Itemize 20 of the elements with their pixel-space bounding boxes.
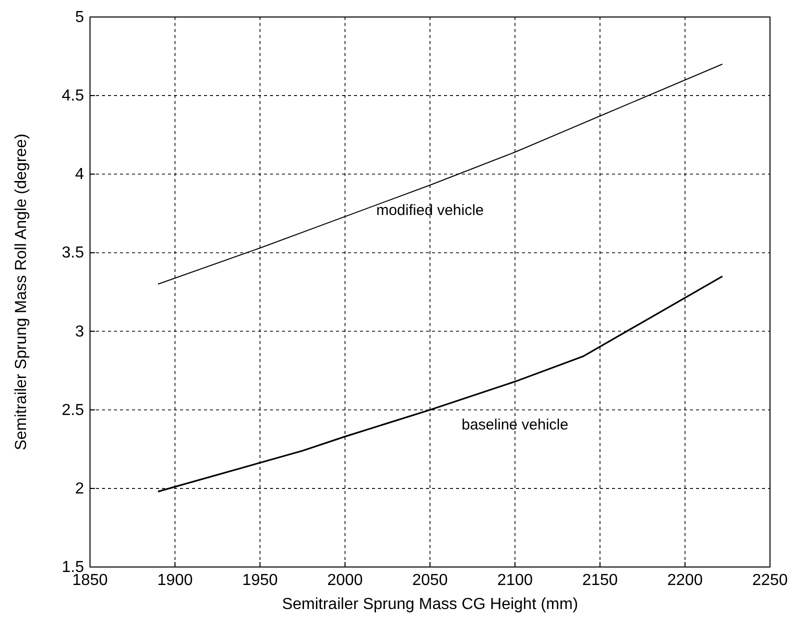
y-tick-label: 2 bbox=[75, 480, 84, 498]
x-tick-label: 2250 bbox=[752, 572, 788, 589]
y-tick-label: 3 bbox=[75, 323, 84, 340]
series-label: baseline vehicle bbox=[462, 416, 568, 434]
x-tick-label: 2100 bbox=[497, 572, 533, 589]
x-tick-label: 1950 bbox=[242, 572, 278, 589]
y-tick-label: 5 bbox=[75, 9, 84, 26]
x-tick-label: 1850 bbox=[72, 572, 108, 589]
series-label: modified vehicle bbox=[376, 202, 484, 220]
x-tick-label: 2200 bbox=[667, 572, 703, 589]
y-tick-label: 4 bbox=[75, 166, 84, 184]
y-axis-title: Semitrailer Sprung Mass Roll Angle (degree) bbox=[13, 134, 30, 450]
x-tick-label: 2150 bbox=[582, 572, 618, 589]
x-axis-title: Semitrailer Sprung Mass CG Height (mm) bbox=[282, 596, 578, 613]
x-tick-label: 1900 bbox=[157, 572, 193, 589]
y-tick-label: 3.5 bbox=[62, 244, 84, 262]
y-tick-label: 4.5 bbox=[62, 88, 84, 105]
x-tick-label: 2050 bbox=[412, 572, 448, 589]
x-tick-label: 2000 bbox=[327, 572, 363, 589]
y-tick-label: 2.5 bbox=[62, 402, 84, 419]
